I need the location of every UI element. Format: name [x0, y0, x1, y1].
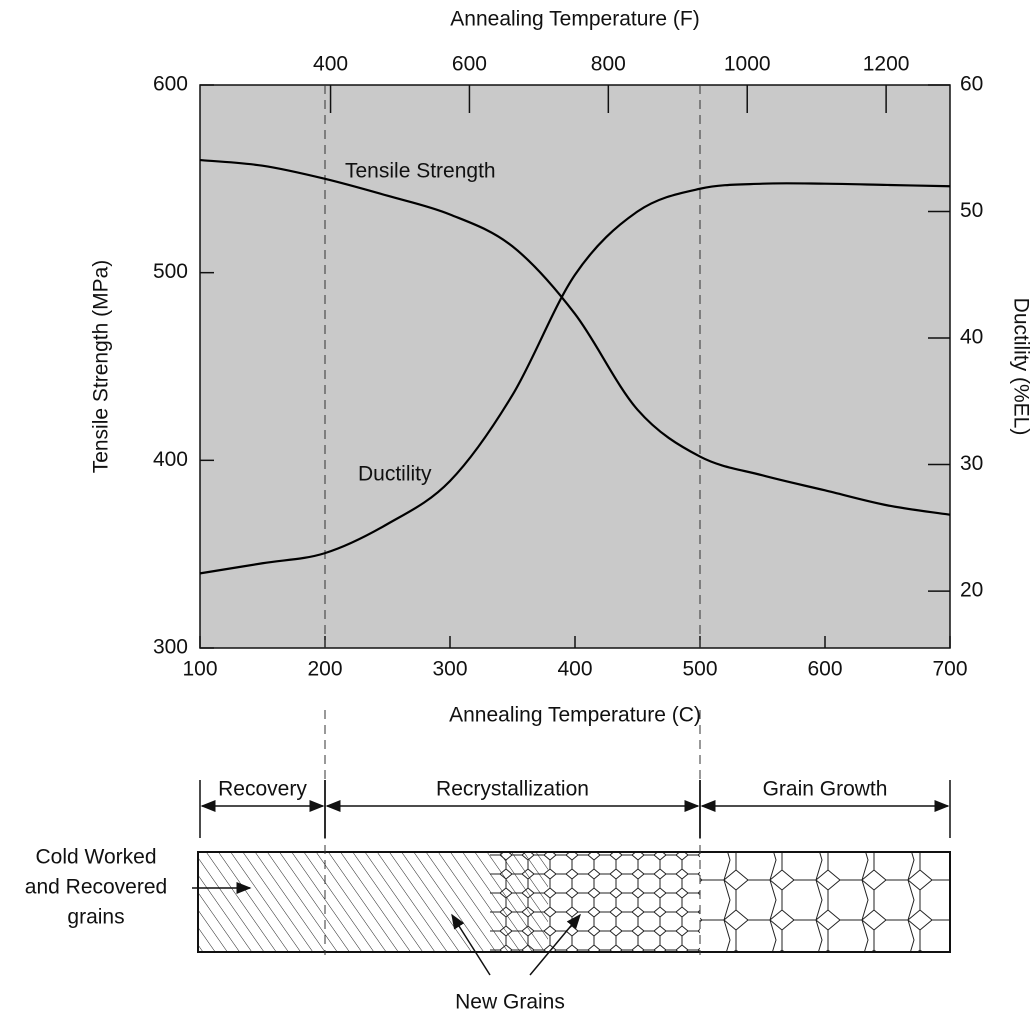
x2-tick-label: 800 [591, 53, 626, 76]
x-tick-label: 400 [557, 658, 592, 681]
x-tick-label: 100 [182, 658, 217, 681]
stage-label: Recrystallization [436, 778, 589, 801]
y-tick-label: 500 [153, 260, 188, 283]
y2-tick-label: 20 [960, 579, 983, 602]
micro-frame [197, 851, 951, 953]
x2-tick-label: 1200 [863, 53, 910, 76]
cold-worked-label: and Recovered [25, 876, 167, 899]
cold-worked-label: Cold Worked [36, 846, 157, 869]
cold-worked-label: grains [67, 906, 124, 929]
microstructure: Cold Worked and Recovered grains New Gra… [25, 846, 951, 1014]
series-line [199, 182, 951, 575]
new-grains-region [490, 852, 700, 952]
x-tick-label: 600 [807, 658, 842, 681]
y-tick-label: 600 [153, 73, 188, 96]
y2-tick-label: 60 [960, 73, 983, 96]
x2-axis-title: Annealing Temperature (F) [450, 8, 699, 31]
grown-grains [700, 852, 950, 952]
stage-label: Grain Growth [763, 778, 888, 801]
y2-tick-label: 50 [960, 199, 983, 222]
stage-label: Recovery [218, 778, 307, 801]
series-line [199, 158, 951, 516]
y2-axis-title: Ductility (%EL) [1009, 298, 1032, 436]
x-tick-label: 200 [307, 658, 342, 681]
cold-worked-grains [198, 852, 548, 952]
y-axis-title: Tensile Strength (MPa) [90, 260, 113, 474]
y-tick-label: 300 [153, 636, 188, 659]
x2-tick-label: 400 [313, 53, 348, 76]
x-tick-label: 700 [932, 658, 967, 681]
series-label: Ductility [358, 463, 432, 486]
new-grains-label: New Grains [455, 991, 565, 1014]
y2-tick-label: 30 [960, 452, 983, 475]
x2-tick-label: 600 [452, 53, 487, 76]
pointer-arrow [529, 913, 581, 976]
y-tick-label: 400 [153, 448, 188, 471]
x-axis-title: Annealing Temperature (C) [449, 704, 701, 727]
x-tick-label: 300 [432, 658, 467, 681]
series-label: Tensile Strength [345, 160, 496, 183]
pointer-arrow [451, 913, 491, 976]
x-tick-label: 500 [682, 658, 717, 681]
y2-tick-label: 40 [960, 326, 983, 349]
plot-area [199, 84, 951, 649]
x2-tick-label: 1000 [724, 53, 771, 76]
